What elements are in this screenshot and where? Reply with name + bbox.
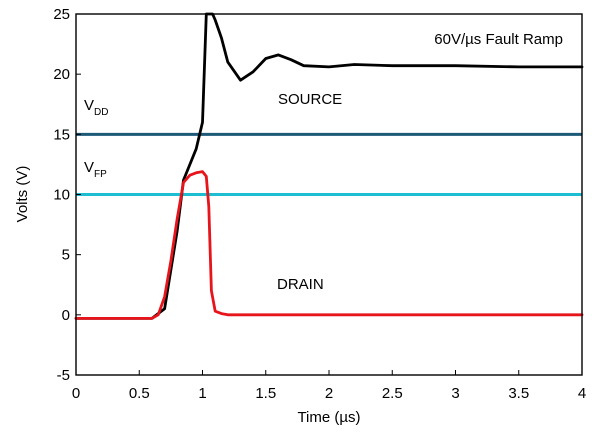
y-tick-label: 25 xyxy=(53,6,70,23)
y-tick-label: 15 xyxy=(53,126,70,143)
vfp-label: VFP xyxy=(84,159,107,180)
y-tick-label: 0 xyxy=(62,307,70,324)
y-tick-label: 20 xyxy=(53,66,70,83)
x-tick-label: 3 xyxy=(451,385,459,402)
vdd-label-name: V xyxy=(84,97,94,114)
vdd-label-subscript: DD xyxy=(94,107,108,118)
y-tick-label: 10 xyxy=(53,187,70,204)
y-tick-label: -5 xyxy=(57,367,70,384)
drain-series-line xyxy=(74,170,584,320)
x-tick-label: 2 xyxy=(325,385,333,402)
vdd-label: VDD xyxy=(84,97,108,118)
y-tick-label: 5 xyxy=(62,247,70,264)
series-lines xyxy=(74,12,584,320)
drain-series-label: DRAIN xyxy=(277,276,324,293)
x-tick-label: 4 xyxy=(578,385,586,402)
chart-title: 60V/µs Fault Ramp xyxy=(434,31,563,48)
x-tick-label: 3.5 xyxy=(508,385,529,402)
x-tick-label: 0.5 xyxy=(129,385,150,402)
reference-lines xyxy=(76,132,582,196)
vfp-label-name: V xyxy=(84,159,94,176)
y-axis-label: Volts (V) xyxy=(14,166,31,223)
x-tick-label: 0 xyxy=(72,385,80,402)
vfp-label-subscript: FP xyxy=(94,169,107,180)
x-tick-label: 1 xyxy=(198,385,206,402)
source-series-line xyxy=(74,12,584,320)
source-series-label: SOURCE xyxy=(278,91,342,108)
x-tick-label: 2.5 xyxy=(382,385,403,402)
x-axis-label: Time (µs) xyxy=(297,409,360,426)
x-tick-label: 1.5 xyxy=(255,385,276,402)
